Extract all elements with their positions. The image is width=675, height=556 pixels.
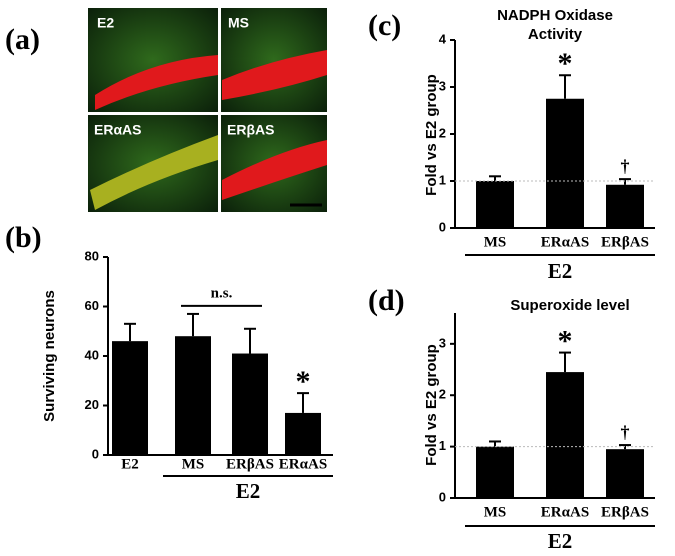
panel-label: (c) [368, 9, 401, 42]
y-tick-label: 1 [439, 172, 446, 187]
bar [546, 372, 584, 498]
group-label: E2 [236, 479, 261, 503]
bar [476, 181, 514, 228]
x-tick-label: MS [484, 234, 507, 250]
x-tick-label: E2 [121, 456, 139, 472]
y-tick-label: 2 [439, 125, 446, 140]
micrograph-label: E2 [97, 15, 114, 31]
y-tick-label: 3 [439, 335, 446, 350]
group-label: E2 [548, 259, 573, 283]
bar [476, 446, 514, 498]
annotation: * [296, 365, 311, 398]
annotation: † [621, 422, 630, 442]
x-tick-label: MS [484, 504, 507, 520]
chart-title: NADPH Oxidase Activity [497, 7, 613, 43]
y-axis-label: Fold vs E2 group [423, 344, 440, 466]
y-tick-label: 20 [85, 397, 99, 412]
annotation: * [558, 324, 573, 357]
y-tick-label: 3 [439, 78, 446, 93]
y-tick-label: 80 [85, 248, 99, 263]
bar [232, 353, 268, 455]
annotation: † [621, 156, 630, 176]
bar [606, 449, 644, 498]
bar [285, 412, 321, 455]
group-label: E2 [548, 529, 573, 553]
cell-layer [90, 135, 218, 210]
micrograph-label: ERβAS [227, 122, 274, 138]
y-tick-label: 60 [85, 298, 99, 313]
panel-label: (a) [5, 23, 40, 56]
y-axis-label: Fold vs E2 group [423, 74, 440, 196]
panel-label: (d) [368, 284, 405, 317]
x-tick-label: ERαAS [541, 234, 589, 250]
y-tick-label: 1 [439, 438, 446, 453]
bar [546, 98, 584, 228]
annotation: * [558, 47, 573, 80]
x-tick-label: ERβAS [226, 456, 274, 472]
cell-layer [222, 50, 327, 100]
y-tick-label: 0 [92, 446, 99, 461]
y-axis-label: Surviving neurons [41, 290, 58, 422]
y-tick-label: 0 [439, 219, 446, 234]
panel-label: (b) [5, 221, 42, 254]
bar [606, 184, 644, 228]
annotation: n.s. [211, 285, 233, 301]
micrograph-label: MS [228, 15, 249, 31]
x-tick-label: ERαAS [279, 456, 327, 472]
x-tick-label: ERβAS [601, 234, 649, 250]
y-tick-label: 0 [439, 489, 446, 504]
y-tick-label: 4 [439, 31, 447, 46]
x-tick-label: ERβAS [601, 504, 649, 520]
cell-layer [95, 55, 218, 110]
x-tick-label: MS [182, 456, 205, 472]
x-tick-label: ERαAS [541, 504, 589, 520]
cell-layer [222, 140, 327, 200]
y-tick-label: 2 [439, 387, 446, 402]
micrograph-label: ERαAS [94, 122, 142, 138]
micrograph-grid [88, 8, 327, 212]
y-tick-label: 40 [85, 347, 99, 362]
bar [112, 341, 148, 455]
bar [175, 336, 211, 455]
chart-title: Superoxide level [510, 297, 630, 314]
